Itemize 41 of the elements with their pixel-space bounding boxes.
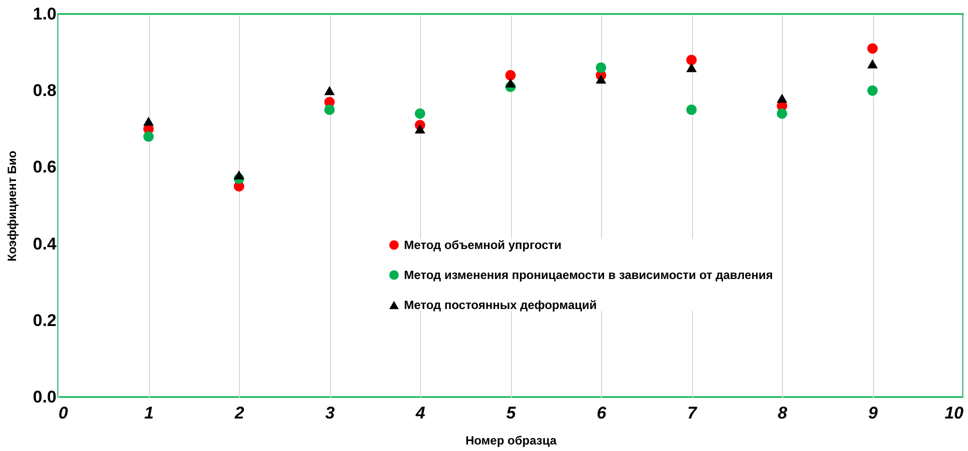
point: [414, 108, 426, 119]
point: [234, 170, 244, 180]
x-tick-label: 9: [868, 404, 878, 422]
point: [143, 116, 154, 126]
y-tick-label: 1.0: [32, 4, 56, 24]
point: [776, 94, 788, 103]
point: [596, 74, 606, 84]
x-tick-label: 4: [414, 404, 426, 422]
x-tick-label: 5: [506, 404, 516, 422]
x-tick-label: 2: [234, 404, 245, 422]
x-tick-label: 3: [325, 404, 336, 422]
x-tick-label: 10: [944, 404, 964, 422]
x-tick-label: 6: [596, 404, 607, 422]
point: [867, 59, 878, 68]
point: [686, 54, 697, 66]
point: [324, 104, 335, 115]
point: [867, 85, 878, 96]
x-tick-label: 0: [58, 404, 68, 422]
y-tick-label: 0.0: [32, 388, 56, 406]
y-tick-label: 0.6: [32, 158, 56, 177]
point: [596, 62, 606, 73]
x-axis-title: Номер образца: [465, 434, 557, 448]
legend-label: Метод изменения проницаемости в зависимости от давления: [404, 268, 773, 282]
point: [686, 63, 697, 72]
y-tick-label: 0.4: [32, 234, 58, 254]
x-tick-label: 1: [144, 404, 154, 422]
point: [686, 104, 697, 115]
legend-label: Метод объемной упргости: [404, 238, 562, 252]
point: [505, 70, 516, 81]
x-tick-label: 7: [687, 404, 698, 422]
point: [867, 43, 878, 54]
point: [505, 78, 516, 88]
y-axis-title: Коэффициент Био: [4, 150, 19, 262]
y-tick-label: 0.8: [32, 81, 56, 100]
point: [143, 131, 154, 142]
x-tick-label: 8: [778, 404, 788, 422]
point: [324, 86, 335, 96]
legend-label: Метод постоянных деформаций: [404, 298, 597, 312]
point: [776, 108, 788, 119]
point: [414, 124, 426, 134]
y-tick-label: 0.2: [32, 310, 56, 330]
